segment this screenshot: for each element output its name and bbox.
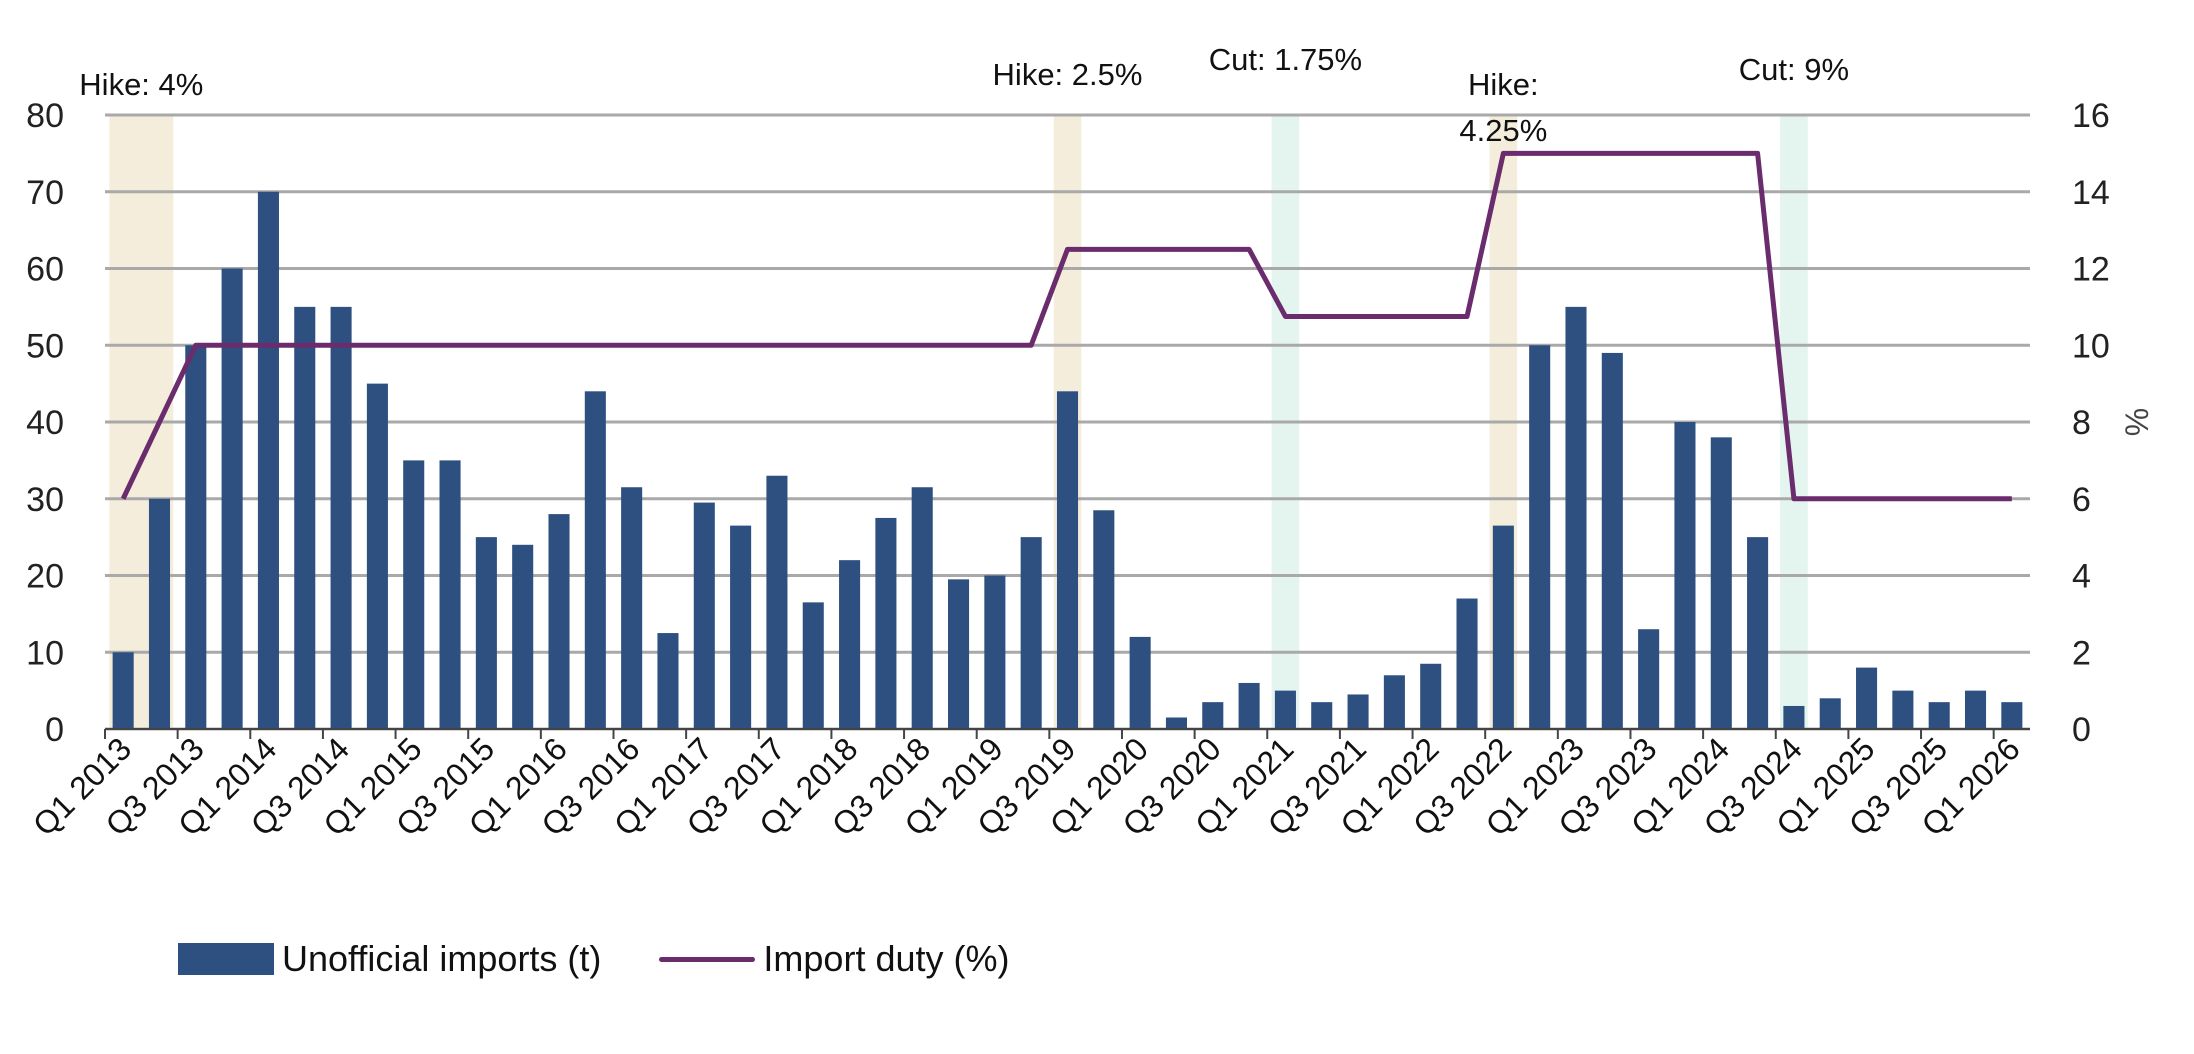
bar-q1-2024 bbox=[1710, 437, 1732, 729]
bar-q3-2015 bbox=[475, 537, 497, 729]
left-tick-label: 60 bbox=[26, 251, 64, 289]
right-tick-label: 4 bbox=[2072, 558, 2091, 596]
bar-q4-2018 bbox=[948, 579, 970, 729]
bar-q3-2020 bbox=[1202, 702, 1224, 729]
annotations: Hike: 4% Hike: 2.5% Cut: 1.75% Hike: 4.25% Cu… bbox=[79, 42, 1849, 148]
bar-q1-2025 bbox=[1856, 667, 1878, 729]
bar-q1-2019 bbox=[984, 575, 1006, 729]
right-tick-label: 16 bbox=[2072, 97, 2110, 135]
annotation-hike: Hike: 2.5% bbox=[993, 57, 1143, 92]
left-axis-ticks: 0 10 20 30 40 50 60 70 80 bbox=[26, 97, 64, 749]
annotation-hike: Hike: 4% bbox=[79, 67, 203, 102]
legend-swatch-line bbox=[659, 956, 756, 962]
bar-q3-2022 bbox=[1492, 525, 1514, 729]
bar-series bbox=[112, 191, 2023, 729]
left-tick-label: 70 bbox=[26, 174, 64, 212]
left-tick-label: 50 bbox=[26, 327, 64, 365]
bar-q1-2015 bbox=[403, 460, 425, 729]
bar-q2-2017 bbox=[730, 525, 752, 729]
right-tick-label: 14 bbox=[2072, 174, 2110, 212]
right-axis-label: % bbox=[2119, 408, 2155, 436]
right-axis-ticks: 0 2 4 6 8 10 12 14 16 bbox=[2072, 97, 2110, 749]
bar-q2-2013 bbox=[148, 498, 171, 729]
bar-q3-2023 bbox=[1638, 629, 1660, 729]
bar-q4-2014 bbox=[366, 383, 388, 729]
right-tick-label: 2 bbox=[2072, 634, 2091, 672]
bar-q3-2016 bbox=[621, 487, 643, 729]
legend-label-imports: Unofficial imports (t) bbox=[282, 938, 602, 979]
right-tick-label: 12 bbox=[2072, 251, 2110, 289]
bar-q2-2022 bbox=[1456, 598, 1478, 729]
bar-q4-2015 bbox=[512, 544, 534, 729]
bar-q1-2026 bbox=[2001, 702, 2023, 729]
left-tick-label: 30 bbox=[26, 481, 64, 519]
legend-item-imports: Unofficial imports (t) bbox=[178, 938, 601, 980]
bar-q1-2018 bbox=[839, 560, 861, 729]
bar-q1-2023 bbox=[1565, 306, 1587, 729]
line-series bbox=[120, 150, 2012, 502]
bar-q4-2019 bbox=[1093, 510, 1115, 729]
annotation-cut: Cut: 1.75% bbox=[1209, 42, 1362, 77]
bar-q1-2022 bbox=[1420, 663, 1442, 729]
bar-q2-2021 bbox=[1311, 702, 1333, 729]
legend-swatch-bar bbox=[178, 943, 274, 975]
bar-q3-2014 bbox=[330, 306, 352, 729]
legend: Unofficial imports (t) Import duty (%) bbox=[178, 938, 1067, 980]
bar-q2-2023 bbox=[1601, 352, 1623, 729]
bar-q4-2024 bbox=[1819, 698, 1841, 729]
left-tick-label: 20 bbox=[26, 558, 64, 596]
right-tick-label: 0 bbox=[2072, 711, 2091, 749]
left-tick-label: 80 bbox=[26, 97, 64, 135]
bar-q4-2025 bbox=[1964, 690, 1987, 729]
bar-q1-2017 bbox=[693, 502, 715, 729]
bar-q4-2022 bbox=[1529, 345, 1551, 729]
left-tick-label: 0 bbox=[45, 711, 64, 749]
bar-q1-2016 bbox=[548, 514, 570, 729]
bar-q1-2013 bbox=[112, 652, 134, 729]
annotation-cut: Cut: 9% bbox=[1739, 52, 1849, 87]
legend-item-duty: Import duty (%) bbox=[659, 938, 1009, 980]
left-tick-label: 40 bbox=[26, 404, 64, 442]
bar-q3-2019 bbox=[1056, 391, 1079, 729]
bar-q3-2017 bbox=[766, 475, 788, 729]
bar-q3-2021 bbox=[1347, 694, 1369, 729]
bar-q1-2021 bbox=[1274, 690, 1296, 729]
annotation-hike: 4.25% bbox=[1459, 113, 1547, 148]
right-tick-label: 6 bbox=[2072, 481, 2091, 519]
bar-q2-2018 bbox=[875, 517, 897, 729]
bar-q3-2018 bbox=[911, 487, 933, 729]
left-tick-label: 10 bbox=[26, 634, 64, 672]
right-tick-label: 10 bbox=[2072, 327, 2110, 365]
bar-q4-2013 bbox=[221, 268, 243, 729]
axes bbox=[104, 728, 2030, 739]
annotation-hike: Hike: bbox=[1468, 67, 1539, 102]
bar-q4-2023 bbox=[1674, 422, 1696, 729]
bar-q2-2015 bbox=[439, 460, 461, 729]
bar-q1-2014 bbox=[257, 191, 279, 729]
bar-q2-2019 bbox=[1020, 537, 1042, 729]
bar-q3-2025 bbox=[1928, 702, 1950, 729]
right-tick-label: 8 bbox=[2072, 404, 2091, 442]
bar-q2-2024 bbox=[1747, 537, 1769, 729]
bar-q4-2017 bbox=[802, 602, 824, 729]
bar-q2-2014 bbox=[294, 306, 316, 729]
bar-q4-2021 bbox=[1383, 675, 1405, 729]
bar-q2-2020 bbox=[1165, 717, 1187, 729]
bar-q2-2025 bbox=[1892, 690, 1914, 729]
bar-q1-2020 bbox=[1129, 636, 1151, 729]
import-duty-line bbox=[120, 150, 2012, 502]
bar-q2-2016 bbox=[584, 391, 606, 729]
bar-q3-2024 bbox=[1783, 705, 1805, 729]
bar-q4-2020 bbox=[1238, 682, 1260, 729]
bar-q3-2013 bbox=[185, 345, 207, 729]
bar-q4-2016 bbox=[657, 633, 679, 729]
legend-label-duty: Import duty (%) bbox=[763, 938, 1010, 979]
